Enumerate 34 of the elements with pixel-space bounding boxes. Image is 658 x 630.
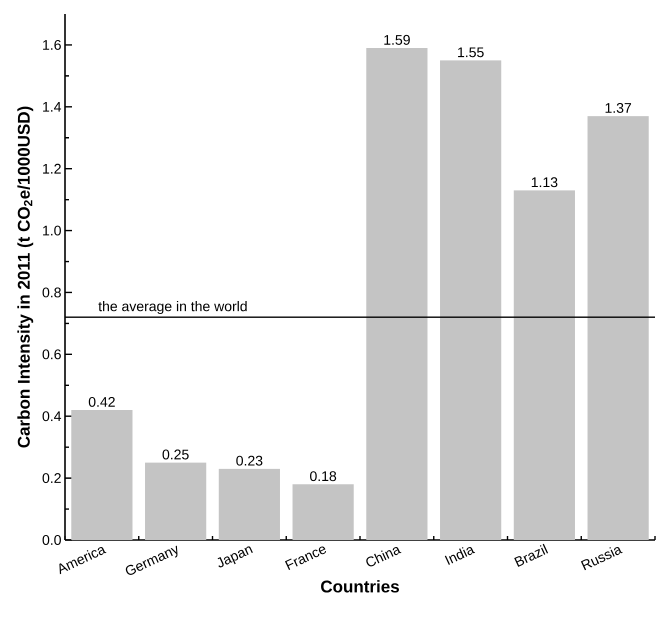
y-tick-label: 0.4 — [42, 411, 62, 422]
bar — [292, 484, 354, 540]
bar — [71, 410, 132, 540]
data-label: 0.25 — [162, 450, 189, 460]
y-tick-label: 0.8 — [42, 288, 61, 298]
y-tick-label: 1.0 — [43, 226, 61, 236]
bar — [588, 116, 649, 540]
x-tick-label: Brazil — [514, 544, 548, 567]
x-axis-title: Countries — [321, 580, 399, 593]
x-tick-label: Russia — [580, 547, 623, 570]
ref-line-label: the average in the world — [98, 300, 247, 314]
y-tick-label: 0.2 — [42, 473, 61, 484]
y-tick-label: 1.6 — [43, 40, 61, 50]
y-tick-label: 1.2 — [43, 164, 61, 174]
x-tick-label: India — [444, 547, 476, 565]
bar — [145, 462, 206, 540]
bar — [440, 60, 502, 540]
y-tick-label: 1.4 — [43, 102, 62, 112]
data-label: 1.37 — [606, 102, 632, 113]
data-label: 0.42 — [88, 396, 115, 407]
y-tick-label: 0.0 — [42, 535, 61, 545]
data-label: 1.59 — [384, 34, 410, 45]
bar — [218, 468, 280, 540]
data-label: 1.55 — [458, 47, 484, 58]
x-tick-label: France — [284, 546, 326, 570]
y-tick-label: 0.6 — [42, 349, 61, 360]
x-tick-label: Japan — [218, 546, 253, 568]
data-label: 1.13 — [532, 177, 558, 188]
x-tick-label: China — [366, 547, 402, 566]
bar — [514, 190, 575, 540]
bar — [366, 48, 428, 540]
y-axis-title: Carbon Intensity in 2011 (t CO$_{2}$e/1000USD) — [17, 106, 34, 448]
data-label: 0.23 — [236, 456, 262, 466]
data-label: 0.18 — [310, 471, 336, 482]
